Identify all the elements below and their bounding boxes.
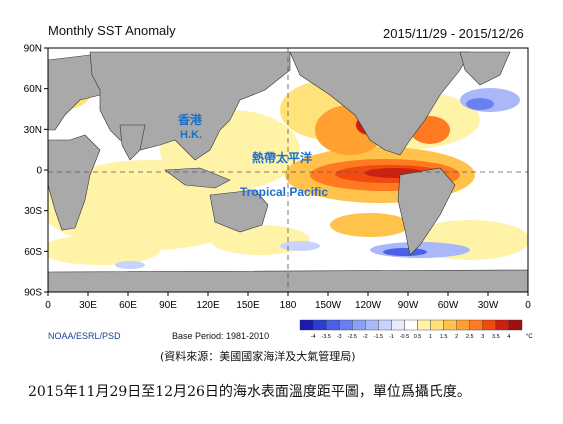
credit-label: NOAA/ESRL/PSD [48,331,121,341]
colorbar: -4 -3.5 -3 -2.5 -2 -1.5 -1 -0.5 0.5 1 1.5 2 2.5 3 3.5 4… [299,319,533,340]
india-land [119,124,146,161]
lon-tick-label: 30E [79,300,97,311]
lat-tick-label: 90S [24,288,42,299]
latitude-axis: 90N 60N 30N 0 30S 60S 90S [24,44,48,299]
colorbar-swatch [495,319,510,331]
lat-tick-label: 90N [24,44,42,55]
colorbar-swatch [417,319,431,331]
greenland-land [459,51,511,86]
colorbar-label: 3 [481,334,484,340]
lon-tick-label: 0 [525,300,531,311]
colorbar-label: -2 [363,334,368,340]
africa-europe-land [48,134,101,231]
colorbar-swatch [312,319,327,331]
colorbar-label: -2.5 [347,334,356,340]
tropical-pacific-label-zh: 熱帶太平洋 [252,150,312,165]
colorbar-swatch [404,319,418,331]
south-america-land [397,167,456,256]
colorbar-swatch [378,319,392,331]
lon-tick-label: 30W [478,300,499,311]
land-masses [48,51,528,292]
colorbar-label: 1.5 [440,334,448,340]
colorbar-label: 1 [429,334,432,340]
colorbar-unit: °C [526,334,533,340]
colorbar-label: -4 [311,334,316,340]
colorbar-label: -1.5 [374,334,383,340]
colorbar-label: 0.5 [414,334,422,340]
colorbar-swatch [338,319,353,331]
north-america-land [289,51,471,156]
colorbar-swatch [456,319,470,331]
colorbar-swatch [508,319,523,331]
colorbar-label: 4 [507,334,510,340]
source-label: (資料來源：美國國家海洋及大氣管理局) [160,350,356,363]
colorbar-swatch [430,319,444,331]
colorbar-label: -1 [389,334,394,340]
australia-land [209,189,269,233]
lon-tick-label: 150E [236,300,260,311]
caption: 2015年11月29日至12月26日的海水表面溫度距平圖，單位爲攝氏度。 [28,384,471,400]
hk-label-zh: 香港 [177,112,203,127]
colorbar-swatch [299,319,314,331]
colorbar-label: 3.5 [492,334,500,340]
lat-tick-label: 30N [24,125,42,136]
lat-tick-label: 60N [24,84,42,95]
colorbar-swatch [365,319,379,331]
lon-tick-label: 60E [119,300,137,311]
date-range: 2015/11/29 - 2015/12/26 [383,26,524,41]
lon-tick-label: 0 [45,300,51,311]
lon-tick-label: 60W [438,300,459,311]
colorbar-swatch [391,319,405,331]
colorbar-swatch [469,319,484,331]
lon-tick-label: 150W [315,300,342,311]
lon-tick-label: 180 [280,300,297,311]
lat-tick-label: 30S [24,206,42,217]
colorbar-swatch [325,319,340,331]
colorbar-label: 2.5 [466,334,474,340]
lon-tick-label: 90W [398,300,419,311]
longitude-axis: 0 30E 60E 90E 120E 150E 180 150W 120W 90W 60W 30W 0 [45,292,531,311]
colorbar-label: -3.5 [321,334,330,340]
antarctica-land [48,269,528,292]
lon-tick-label: 120W [355,300,382,311]
colorbar-swatch [443,319,457,331]
tropical-pacific-label-en: Tropical Pacific [240,185,328,199]
colorbar-swatch [482,319,497,331]
lat-tick-label: 0 [36,166,42,177]
lon-tick-label: 120E [196,300,220,311]
indonesia-land [164,167,231,189]
lat-tick-label: 60S [24,247,42,258]
colorbar-label: -3 [337,334,342,340]
colorbar-label: -0.5 [400,334,409,340]
map-title: Monthly SST Anomaly [48,23,176,38]
colorbar-swatch [352,319,366,331]
colorbar-label: 2 [455,334,458,340]
base-period-label: Base Period: 1981-2010 [172,331,270,341]
lon-tick-label: 90E [159,300,177,311]
hk-label-en: H.K. [180,129,202,141]
